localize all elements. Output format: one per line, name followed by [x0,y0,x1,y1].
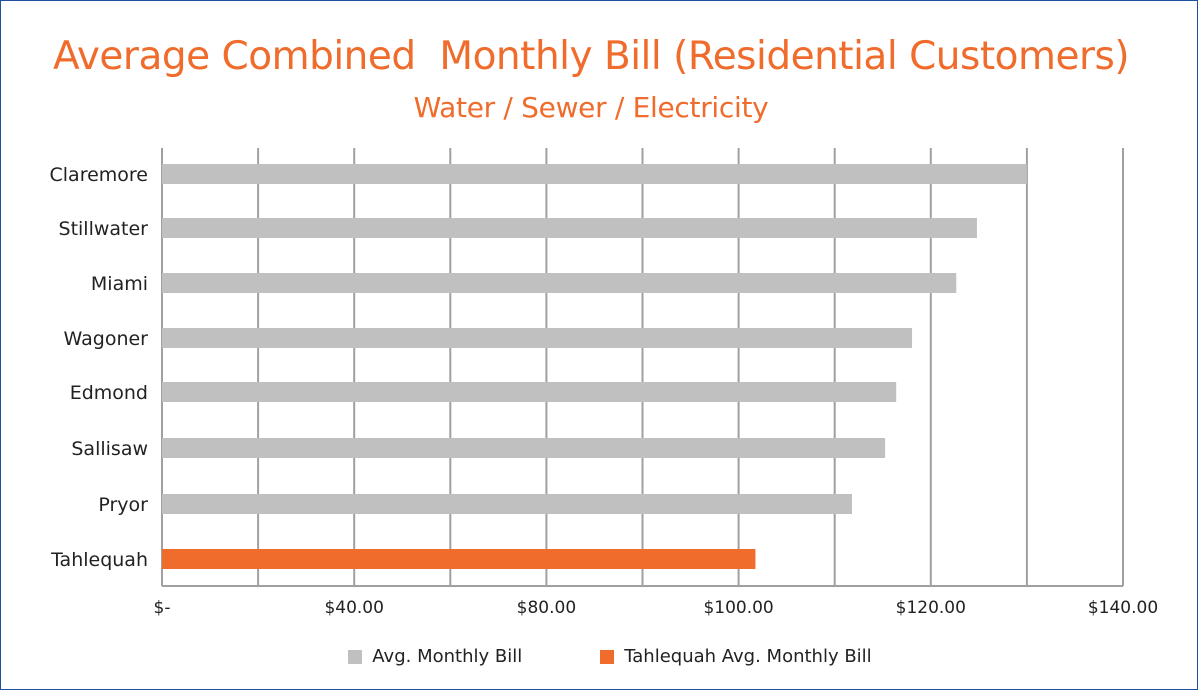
chart-legend: Avg. Monthly Bill Tahlequah Avg. Monthly… [0,646,1200,667]
category-label: Pryor [98,494,148,516]
legend-item-tahlequah: Tahlequah Avg. Monthly Bill [600,646,872,667]
bar [162,494,852,514]
category-label: Stillwater [59,218,149,240]
bar [162,438,886,458]
chart-subtitle: Water / Sewer / Electricity [413,91,769,124]
legend-label-tahlequah: Tahlequah Avg. Monthly Bill [624,646,872,667]
x-tick-label: $100.00 [703,598,773,618]
x-tick-label: $120.00 [896,598,966,618]
x-tick-label: $40.00 [324,598,383,618]
x-tick-label: $- [154,598,171,618]
category-label: Sallisaw [71,438,148,460]
legend-swatch-tahlequah [600,649,615,664]
chart-title: Average Combined Monthly Bill (Residenti… [52,34,1130,79]
legend-item-avg: Avg. Monthly Bill [348,646,522,667]
legend-swatch-avg [348,649,363,664]
category-label: Claremore [50,164,149,186]
legend-label-avg: Avg. Monthly Bill [372,646,523,667]
bar [162,549,756,569]
category-label: Edmond [70,382,148,404]
x-tick-label: $140.00 [1088,598,1158,618]
bar [162,164,1027,184]
bar [162,328,913,348]
bar [162,382,897,402]
category-label: Wagoner [64,328,149,350]
x-tick-label: $80.00 [517,598,576,618]
category-label: Miami [91,273,148,295]
bar [162,273,957,293]
bar [162,218,977,238]
category-label: Tahlequah [50,549,148,571]
